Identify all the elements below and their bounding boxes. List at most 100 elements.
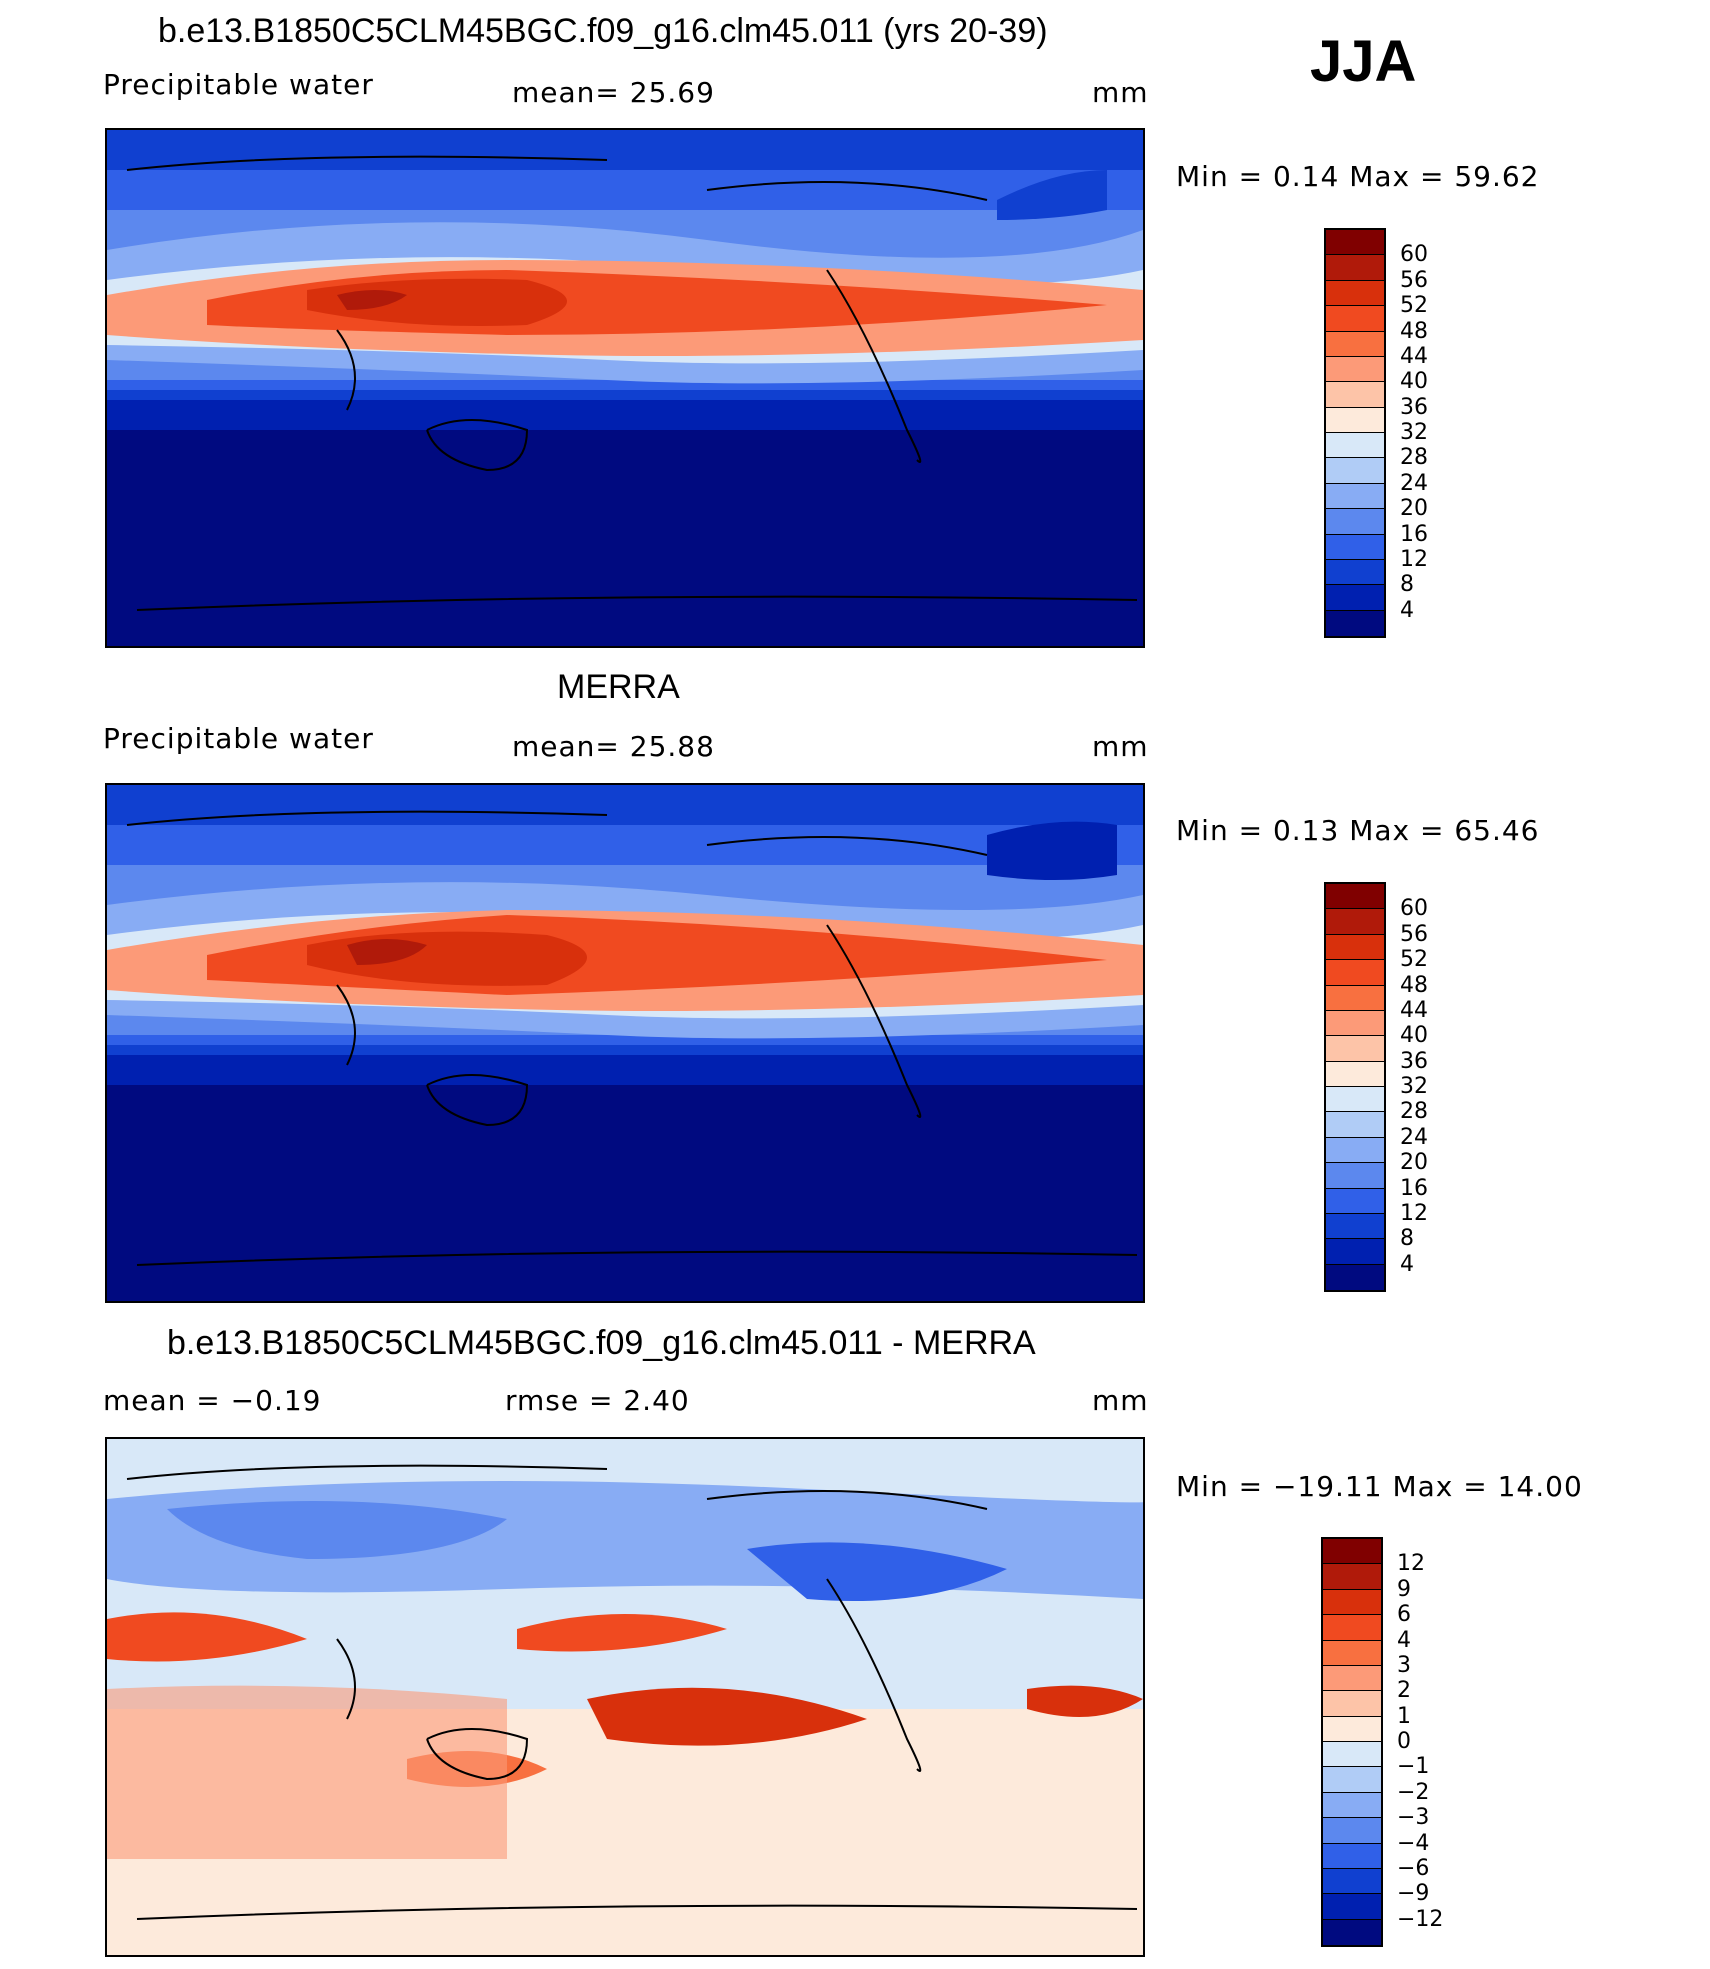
colorbar-tick-label: 3 (1397, 1652, 1411, 1678)
colorbar-swatch (1326, 1112, 1384, 1138)
colorbar-swatch (1326, 559, 1384, 586)
panel-2-mean-label: mean= 25.88 (512, 730, 715, 763)
colorbar-tick-label: 36 (1400, 394, 1428, 420)
colorbar-tick-label: 52 (1400, 293, 1428, 319)
colorbar-tick-label: 4 (1400, 597, 1414, 623)
colorbar-swatch (1326, 884, 1384, 910)
colorbar-tick-label: −9 (1397, 1881, 1430, 1907)
colorbar-swatch (1326, 934, 1384, 961)
colorbar-swatch (1326, 1137, 1384, 1164)
panel-1-title: b.e13.B1850C5CLM45BGC.f09_g16.clm45.011 … (158, 12, 1048, 50)
colorbar-tick-label: 28 (1400, 445, 1428, 471)
colorbar-tick-label: 12 (1400, 1200, 1428, 1226)
colorbar-swatch (1326, 483, 1384, 510)
colorbar-tick-label: 8 (1400, 572, 1414, 598)
colorbar-tick-label: 56 (1400, 921, 1428, 947)
colorbar-swatch (1326, 1087, 1384, 1113)
colorbar-swatch (1323, 1868, 1381, 1895)
panel-2-units: mm (1092, 730, 1149, 763)
colorbar-swatch (1326, 985, 1384, 1011)
colorbar-swatch (1326, 1188, 1384, 1214)
panel-2-map (105, 783, 1145, 1303)
colorbar-swatch (1323, 1665, 1381, 1692)
panel-2-colorbar (1324, 882, 1386, 1292)
panel-3-title: b.e13.B1850C5CLM45BGC.f09_g16.clm45.011 … (167, 1324, 1036, 1362)
panel-3-rmse-label: rmse = 2.40 (505, 1384, 690, 1417)
colorbar-tick-label: 20 (1400, 1150, 1428, 1176)
colorbar-swatch (1326, 909, 1384, 935)
panel-1-mean-label: mean= 25.69 (512, 76, 715, 109)
colorbar-tick-label: 24 (1400, 470, 1428, 496)
colorbar-tick-label: 44 (1400, 343, 1428, 369)
colorbar-swatch (1323, 1792, 1381, 1819)
colorbar-tick-label: 12 (1397, 1551, 1425, 1577)
colorbar-tick-label: −12 (1397, 1906, 1444, 1932)
colorbar-tick-label: 2 (1397, 1678, 1411, 1704)
colorbar-swatch (1323, 1539, 1381, 1565)
panel-3-map-plot (107, 1439, 1143, 1955)
colorbar-swatch (1326, 306, 1384, 332)
colorbar-tick-label: 16 (1400, 1175, 1428, 1201)
panel-1-variable-label: Precipitable water (103, 68, 374, 101)
colorbar-swatch (1323, 1742, 1381, 1768)
panel-1-map (105, 128, 1145, 648)
colorbar-tick-label: 16 (1400, 521, 1428, 547)
colorbar-tick-label: 52 (1400, 947, 1428, 973)
colorbar-tick-label: −3 (1397, 1805, 1430, 1831)
colorbar-tick-label: 4 (1397, 1627, 1411, 1653)
colorbar-swatch (1326, 331, 1384, 357)
colorbar-swatch (1326, 1239, 1384, 1265)
colorbar-swatch (1326, 255, 1384, 281)
colorbar-swatch (1323, 1767, 1381, 1793)
colorbar-tick-label: 48 (1400, 318, 1428, 344)
colorbar-tick-label: 60 (1400, 242, 1428, 268)
colorbar-swatch (1326, 1163, 1384, 1189)
colorbar-tick-label: 32 (1400, 1074, 1428, 1099)
panel-1-map-plot (107, 130, 1143, 646)
colorbar-swatch (1326, 356, 1384, 383)
season-label: JJA (1310, 29, 1417, 94)
panel-2-minmax: Min = 0.13 Max = 65.46 (1176, 814, 1540, 847)
colorbar-tick-label: 44 (1400, 997, 1428, 1023)
colorbar-swatch (1326, 585, 1384, 611)
colorbar-swatch (1326, 433, 1384, 459)
colorbar-swatch (1326, 1264, 1384, 1290)
colorbar-swatch (1323, 1818, 1381, 1844)
panel-1-colorbar (1324, 228, 1386, 638)
colorbar-tick-label: 0 (1397, 1729, 1411, 1754)
panel-2-variable-label: Precipitable water (103, 722, 374, 755)
colorbar-swatch (1323, 1716, 1381, 1742)
colorbar-tick-label: −4 (1397, 1830, 1430, 1856)
colorbar-tick-label: 28 (1400, 1099, 1428, 1125)
colorbar-tick-label: 20 (1400, 496, 1428, 522)
colorbar-tick-label: 9 (1397, 1576, 1411, 1602)
colorbar-swatch (1326, 230, 1384, 256)
panel-2-title: MERRA (557, 668, 680, 706)
colorbar-swatch (1323, 1894, 1381, 1920)
colorbar-tick-label: 32 (1400, 420, 1428, 445)
colorbar-tick-label: 36 (1400, 1048, 1428, 1074)
panel-3-units: mm (1092, 1384, 1149, 1417)
colorbar-swatch (1323, 1691, 1381, 1717)
colorbar-swatch (1326, 458, 1384, 484)
colorbar-swatch (1326, 509, 1384, 535)
colorbar-tick-label: −1 (1397, 1754, 1430, 1780)
colorbar-swatch (1326, 382, 1384, 408)
colorbar-swatch (1326, 1213, 1384, 1240)
colorbar-swatch (1326, 610, 1384, 636)
panel-1-units: mm (1092, 76, 1149, 109)
colorbar-swatch (1326, 280, 1384, 307)
colorbar-tick-label: 12 (1400, 546, 1428, 572)
colorbar-tick-label: 8 (1400, 1226, 1414, 1252)
colorbar-swatch (1326, 960, 1384, 986)
colorbar-tick-label: 40 (1400, 1023, 1428, 1049)
colorbar-swatch (1326, 1010, 1384, 1037)
colorbar-swatch (1326, 407, 1384, 433)
colorbar-tick-label: 24 (1400, 1124, 1428, 1150)
colorbar-swatch (1323, 1843, 1381, 1869)
colorbar-swatch (1326, 1061, 1384, 1087)
panel-2-map-plot (107, 785, 1143, 1301)
colorbar-tick-label: 6 (1397, 1602, 1411, 1628)
colorbar-swatch (1326, 1036, 1384, 1062)
colorbar-swatch (1323, 1589, 1381, 1616)
